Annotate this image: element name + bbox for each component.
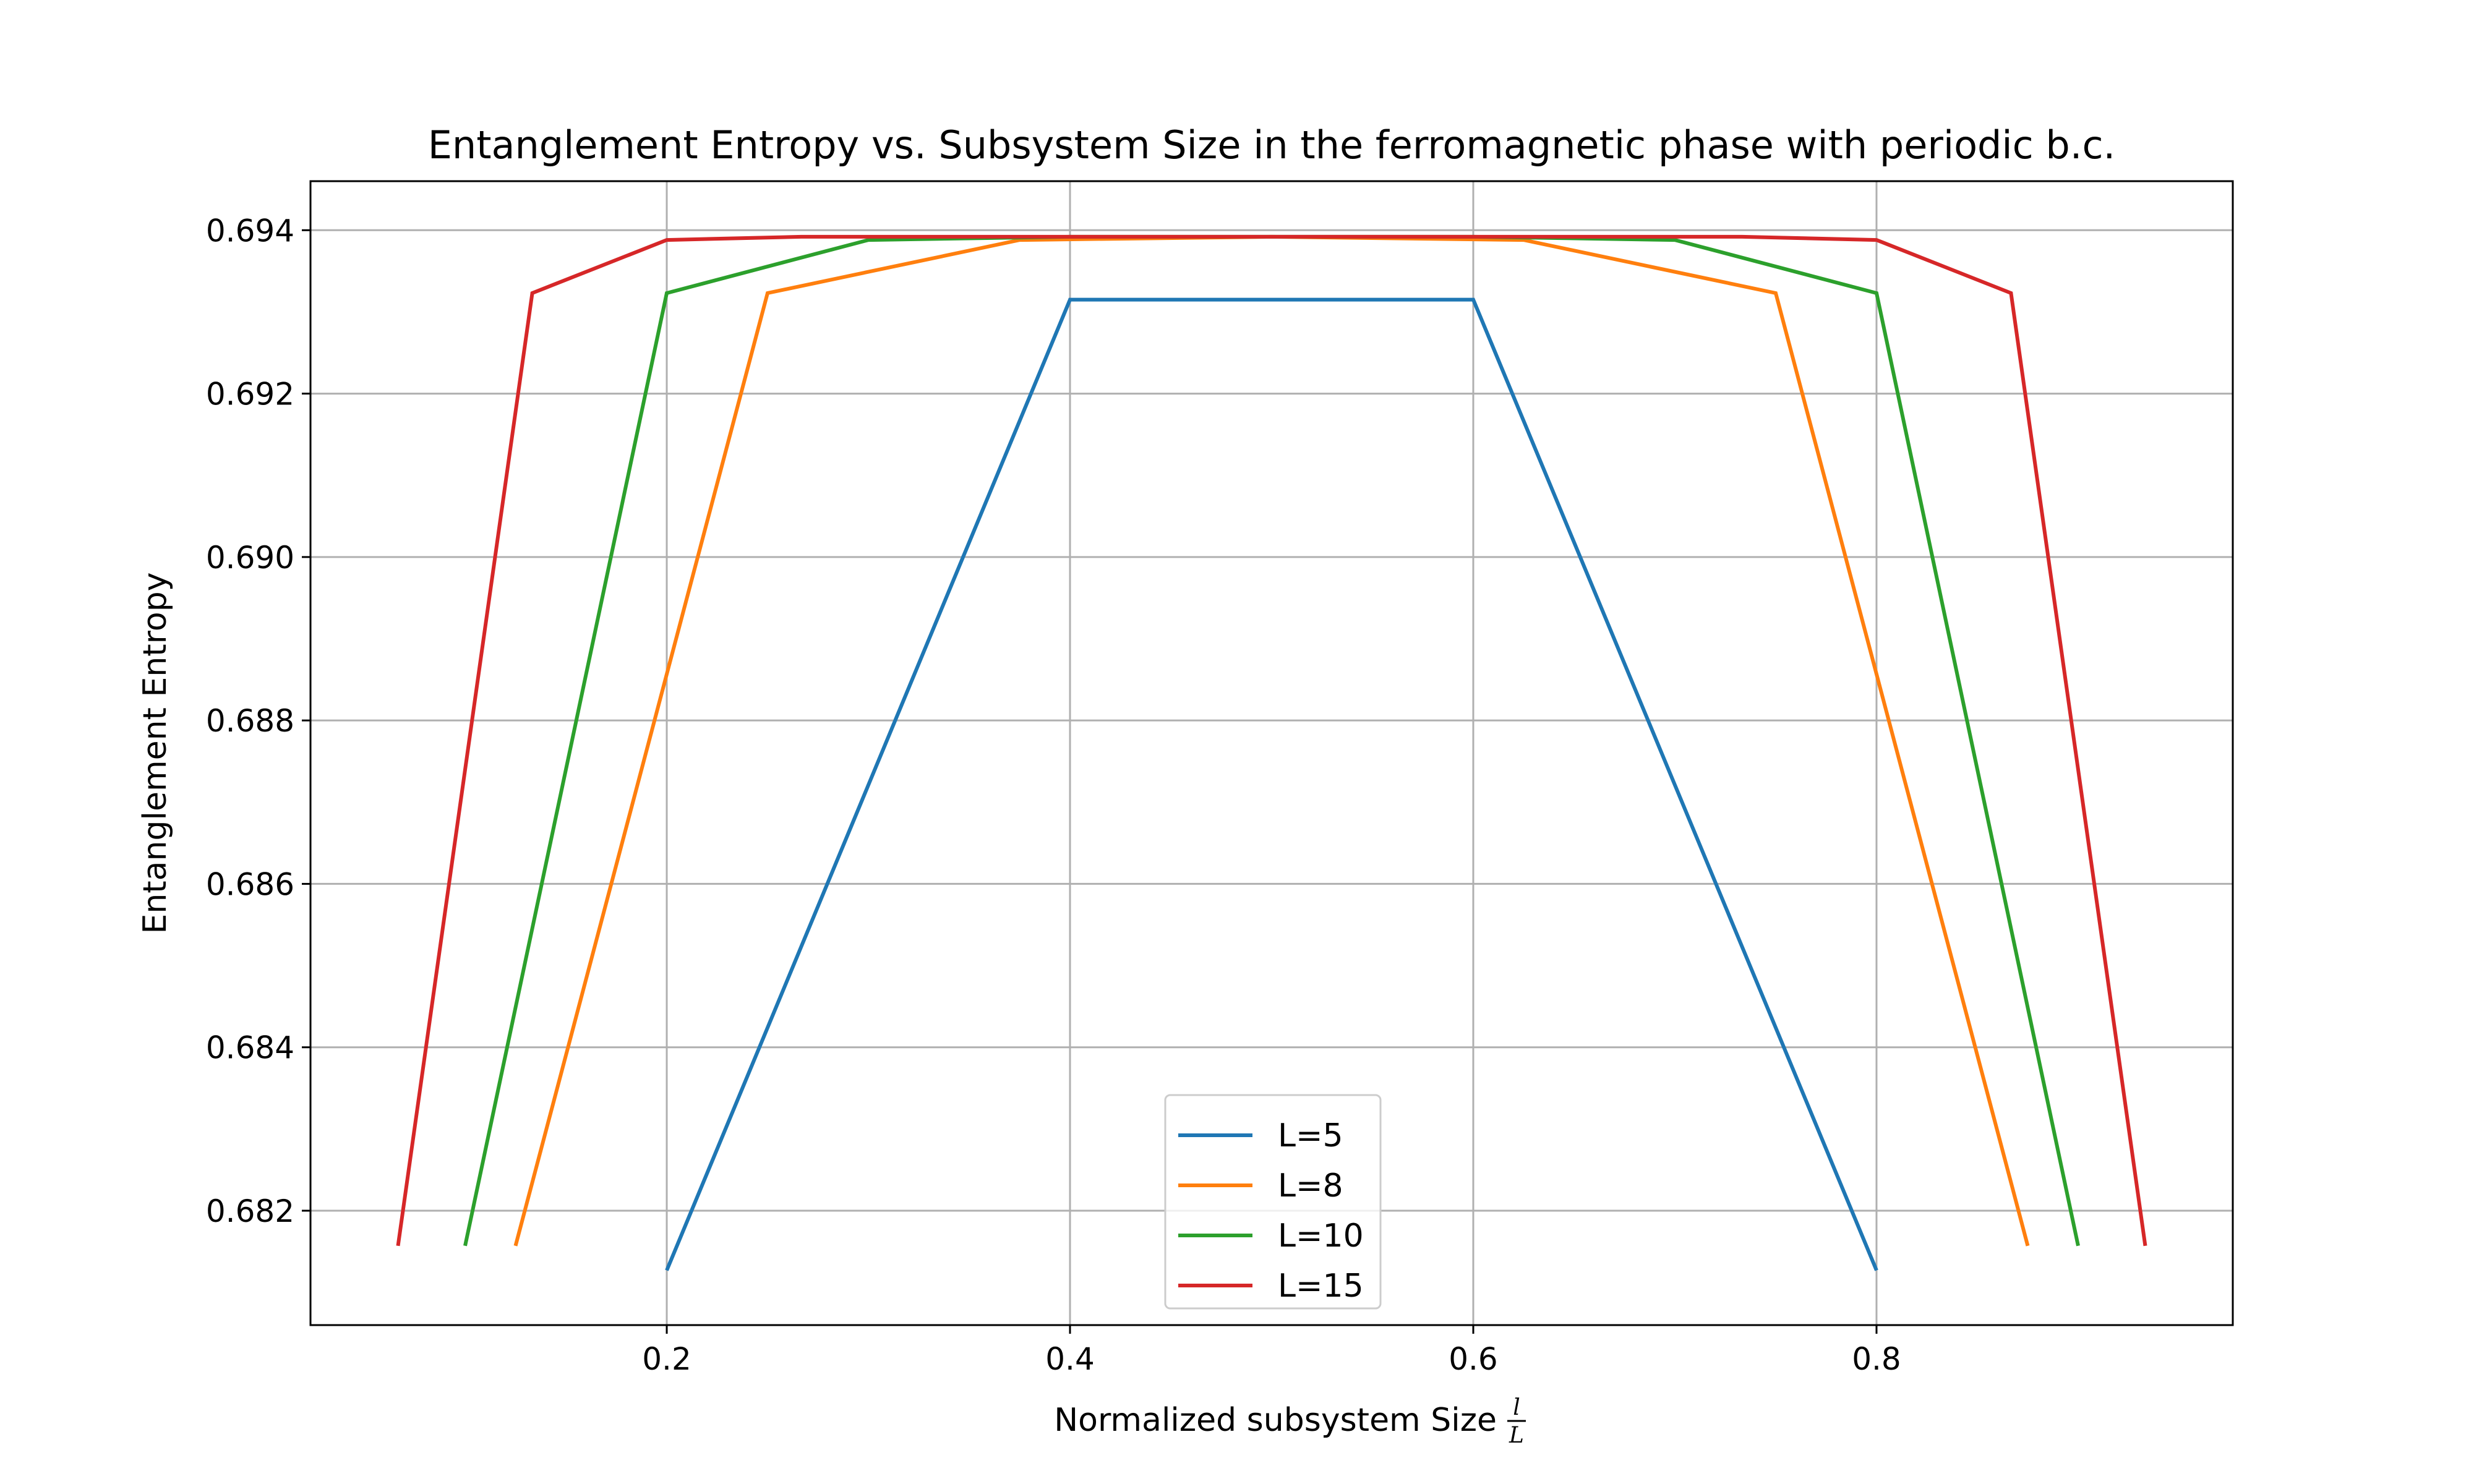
series-lines: [396, 234, 2147, 1271]
x-tick-label: 0.8: [1852, 1341, 1901, 1377]
y-axis-label: Entanglement Entropy: [137, 572, 174, 934]
y-tick-label: 0.690: [206, 540, 294, 576]
y-tick-label: 0.692: [206, 377, 294, 412]
series-line-l-5: [665, 297, 1878, 1271]
legend: L=5 L=8 L=10 L=15: [1164, 1094, 1382, 1310]
x-axis-label-numerator: l: [1513, 1395, 1520, 1420]
series-line-l-15: [396, 234, 2147, 1247]
x-tick-label: 0.6: [1449, 1341, 1498, 1377]
legend-label: L=10: [1278, 1217, 1364, 1255]
legend-box: [1164, 1094, 1382, 1310]
grid: [310, 181, 2233, 1325]
legend-label: L=5: [1278, 1117, 1343, 1154]
x-axis-label-group: Normalized subsystem Size l L: [1054, 1395, 1526, 1448]
legend-label: L=8: [1278, 1167, 1343, 1205]
x-tick-label: 0.4: [1045, 1341, 1095, 1377]
x-axis-ticks: 0.2 0.4 0.6 0.8: [642, 1325, 1901, 1377]
plot-area-frame: [309, 180, 2234, 1326]
x-axis-label-denominator: L: [1509, 1423, 1524, 1448]
y-tick-label: 0.688: [206, 703, 294, 739]
chart-title: Entanglement Entropy vs. Subsystem Size …: [428, 122, 2116, 168]
y-tick-label: 0.682: [206, 1193, 294, 1229]
y-tick-label: 0.694: [206, 213, 294, 249]
y-tick-label: 0.684: [206, 1030, 294, 1066]
y-axis-ticks: 0.682 0.684 0.686 0.688 0.690 0.692 0.694: [206, 213, 310, 1229]
y-tick-label: 0.686: [206, 866, 294, 902]
x-tick-label: 0.2: [642, 1341, 691, 1377]
x-axis-label: Normalized subsystem Size: [1054, 1402, 1497, 1439]
legend-label: L=15: [1278, 1268, 1364, 1305]
